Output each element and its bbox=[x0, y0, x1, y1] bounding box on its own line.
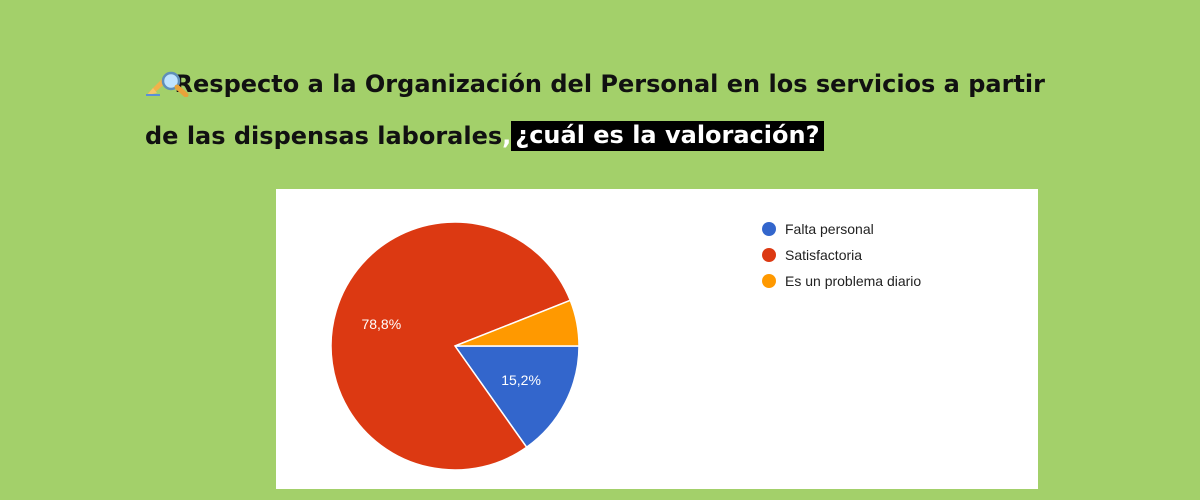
headline-text-2: de las dispensas laborales bbox=[145, 122, 503, 150]
pie-label-satisfactoria: 78,8% bbox=[361, 316, 401, 332]
headline-text-1: Respecto a la Organización del Personal … bbox=[174, 70, 1045, 98]
pie-slice-problema-diario bbox=[454, 299, 580, 347]
headline-comma: , bbox=[502, 122, 512, 150]
legend-label-problema-diario: Es un problema diario bbox=[785, 273, 921, 289]
chart-panel: 15,2% 78,8% Falta personal Satisfactoria Es … bbox=[276, 189, 1038, 489]
headline: Respecto a la Organización del Personal … bbox=[145, 58, 1045, 162]
pie-label-falta-personal: 15,2% bbox=[501, 372, 541, 388]
headline-line-1: Respecto a la Organización del Personal … bbox=[145, 58, 1045, 110]
legend-label-falta-personal: Falta personal bbox=[785, 221, 874, 237]
pie-slice-satisfactoria bbox=[330, 221, 572, 471]
writing-hand-icon bbox=[145, 71, 171, 97]
pie-slice-falta-personal bbox=[453, 345, 580, 449]
legend-label-satisfactoria: Satisfactoria bbox=[785, 247, 862, 263]
pie-chart: 15,2% 78,8% Falta personal Satisfactoria Es … bbox=[330, 221, 921, 471]
legend-swatch-satisfactoria bbox=[762, 248, 776, 262]
magnifying-glass-icon bbox=[160, 71, 189, 97]
headline-line-2: de las dispensas laborales, ¿cuál es la … bbox=[145, 110, 1045, 162]
legend-swatch-problema-diario bbox=[762, 274, 776, 288]
headline-highlight: ¿cuál es la valoración? bbox=[511, 121, 824, 151]
legend-swatch-falta-personal bbox=[762, 222, 776, 236]
